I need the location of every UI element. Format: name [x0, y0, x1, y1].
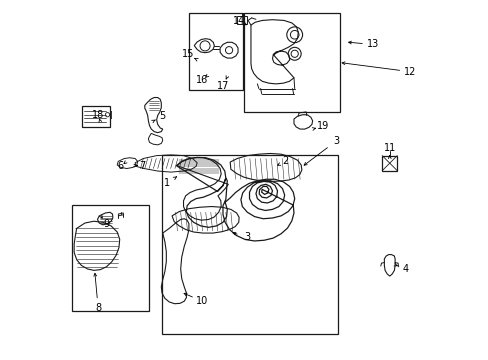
Text: 8: 8: [95, 303, 101, 314]
Bar: [382, 156, 396, 171]
Text: 3: 3: [244, 232, 250, 242]
Bar: [188, 13, 243, 90]
Text: 13: 13: [366, 40, 378, 49]
Bar: [237, 16, 247, 24]
Text: 19: 19: [316, 121, 328, 131]
Bar: [72, 205, 149, 311]
Text: 3: 3: [332, 136, 338, 146]
Text: 4: 4: [401, 264, 407, 274]
Bar: [82, 107, 110, 127]
Bar: [162, 155, 337, 334]
Text: 12: 12: [403, 67, 415, 77]
Text: 9: 9: [103, 219, 109, 229]
Text: 11: 11: [383, 143, 395, 153]
Text: 1: 1: [164, 178, 170, 188]
Bar: [244, 13, 339, 112]
Text: 18: 18: [92, 110, 104, 120]
Text: 5: 5: [159, 111, 165, 121]
Text: 16: 16: [196, 75, 208, 85]
Text: 17: 17: [216, 81, 229, 91]
Text: 7: 7: [139, 161, 145, 171]
Text: 2: 2: [282, 156, 288, 166]
Text: 6: 6: [118, 161, 123, 171]
Text: 14: 14: [232, 17, 245, 27]
Text: 15: 15: [181, 49, 194, 59]
Text: 10: 10: [196, 296, 208, 306]
